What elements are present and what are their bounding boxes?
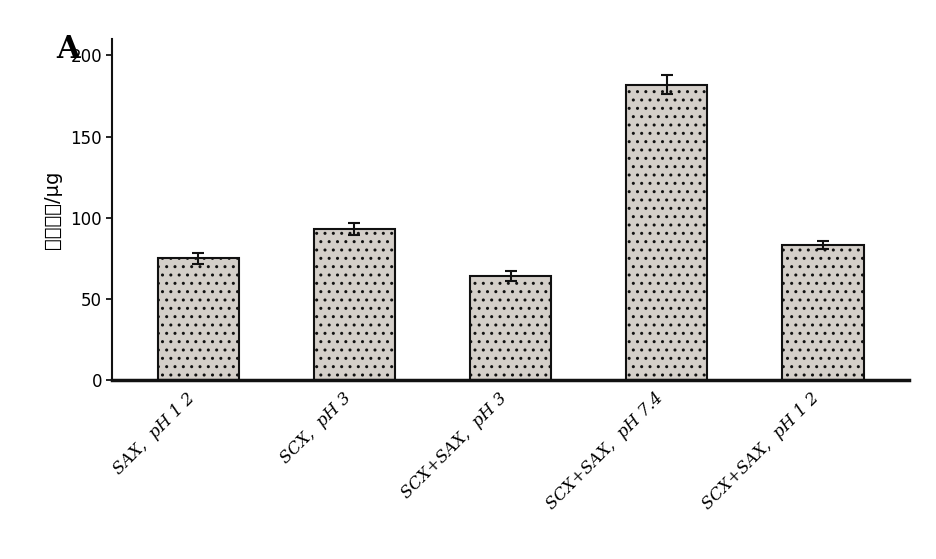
Bar [470,276,550,380]
Text: A: A [56,34,80,64]
Bar [157,258,239,380]
Bar [314,229,395,380]
Bar [782,245,863,380]
Bar [625,84,707,380]
Y-axis label: 上样容量/μg: 上样容量/μg [43,170,62,249]
